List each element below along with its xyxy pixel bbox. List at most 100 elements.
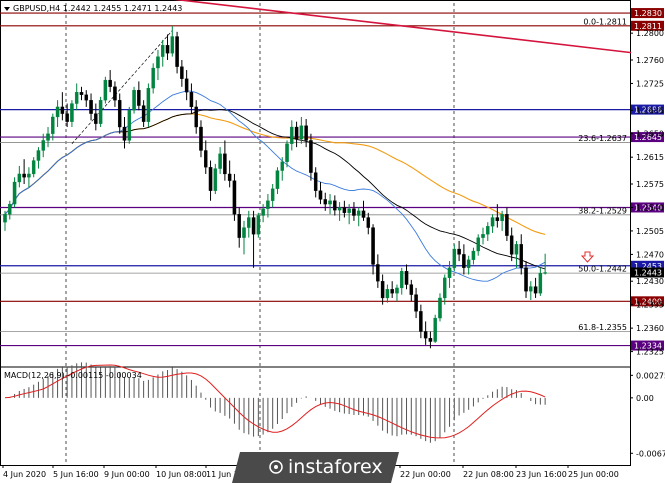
candle-body [46, 133, 50, 141]
candle-body [409, 284, 414, 295]
candle-body [514, 244, 519, 255]
candle-body [524, 267, 528, 292]
price-tick-label: 1.2360 [636, 324, 664, 333]
candle-body [462, 254, 466, 268]
candle-body [31, 160, 36, 175]
candle-body [103, 79, 108, 101]
price-badge-label: 1.2645 [634, 133, 662, 142]
fib-label: 50.0-1.2442 [578, 265, 627, 274]
candle-body [27, 173, 31, 178]
price-badge [631, 202, 664, 213]
candle-body [285, 143, 289, 163]
candle-body [505, 214, 509, 236]
candle-body [237, 214, 241, 238]
price-badge [631, 8, 664, 19]
price-badge [631, 132, 664, 143]
candle-body [342, 207, 347, 213]
candle-body [218, 153, 222, 169]
candle-body [194, 106, 198, 128]
macd-signal-line [4, 364, 546, 439]
candle-body [419, 311, 423, 332]
price-tick-label: 1.2650 [636, 130, 664, 139]
candle-body [347, 208, 351, 213]
candle-body [529, 286, 533, 292]
candle-body [184, 78, 189, 93]
ma-blue-line [4, 90, 546, 282]
candle-body [490, 217, 495, 227]
price-badge [631, 260, 664, 271]
candle-body [337, 207, 342, 211]
candle-body [74, 92, 79, 104]
time-tick-label: 22 Jun 08:00 [463, 470, 514, 479]
price-badge [631, 104, 664, 115]
candle-body [304, 125, 308, 141]
candle-body [156, 56, 160, 69]
candle-body [165, 45, 170, 54]
price-badge-label: 1.2443 [634, 268, 662, 277]
macd-tick-label: 0.00 [636, 394, 654, 403]
price-tick-label: 1.2540 [636, 203, 664, 212]
candle-body [428, 338, 433, 342]
candle-body [352, 208, 356, 216]
price-tick-label: 1.2725 [636, 79, 664, 88]
candle-body [390, 289, 394, 294]
candle-body [232, 180, 237, 215]
candle-body [509, 235, 514, 255]
price-badge [631, 296, 664, 307]
candle-body [371, 227, 375, 265]
candle-body [189, 92, 194, 108]
candle-body [122, 126, 127, 141]
price-badge-label: 1.2686 [634, 106, 662, 115]
price-badge-label: 1.2400 [634, 297, 662, 306]
candle-body [500, 214, 504, 222]
fib-label: 61.8-1.2355 [578, 323, 627, 332]
candle-body [404, 270, 409, 285]
price-tick-label: 1.2760 [636, 56, 664, 65]
candle-body [466, 259, 471, 268]
candle-body [41, 140, 45, 151]
time-tick-label: 22 Jun 00:00 [400, 470, 451, 479]
candle-body [17, 173, 22, 183]
price-badge [631, 267, 664, 278]
candle-body [395, 287, 399, 294]
candle-body [414, 294, 418, 312]
watermark: instaforex [232, 452, 399, 483]
candle-body [175, 36, 179, 67]
candle-body [443, 277, 447, 299]
candle-body [65, 113, 69, 122]
candle-body [141, 105, 146, 122]
price-tick-label: 1.2395 [636, 301, 664, 310]
time-tick-label: 11 Jun 16:00 [206, 470, 257, 479]
candle-body [438, 297, 442, 319]
candle-body [299, 125, 304, 140]
price-tick-label: 1.2325 [636, 348, 664, 357]
candle-body [70, 103, 74, 122]
candle-body [79, 92, 84, 95]
candle-body [361, 210, 366, 218]
fib-label: 38.2-1.2529 [578, 206, 627, 215]
candle-body [380, 281, 385, 299]
candle-body [208, 167, 213, 191]
price-tick-label: 1.2800 [636, 29, 664, 38]
candle-body [108, 79, 112, 87]
candle-body [323, 199, 328, 205]
candle-body [519, 244, 523, 268]
candle-body [261, 208, 265, 216]
candle-body [280, 161, 284, 171]
candle-body [55, 106, 60, 118]
candle-body [447, 267, 452, 279]
candle-body [199, 126, 203, 151]
price-tick-label: 1.2470 [636, 250, 664, 259]
candle-body [385, 289, 390, 299]
candle-body [151, 67, 155, 89]
symbol-dropdown-icon[interactable] [4, 7, 10, 11]
symbol-header: GBPUSD,H4 1.2442 1.2455 1.2471 1.2443 [13, 4, 182, 13]
macd-tick-label: 0.00275 [636, 371, 665, 380]
candle-body [204, 150, 208, 168]
time-tick-label: 9 Jun 00:00 [104, 470, 150, 479]
candle-body [256, 215, 261, 235]
candle-body [376, 264, 380, 282]
candle-body [132, 89, 136, 111]
candle-body [266, 200, 270, 209]
